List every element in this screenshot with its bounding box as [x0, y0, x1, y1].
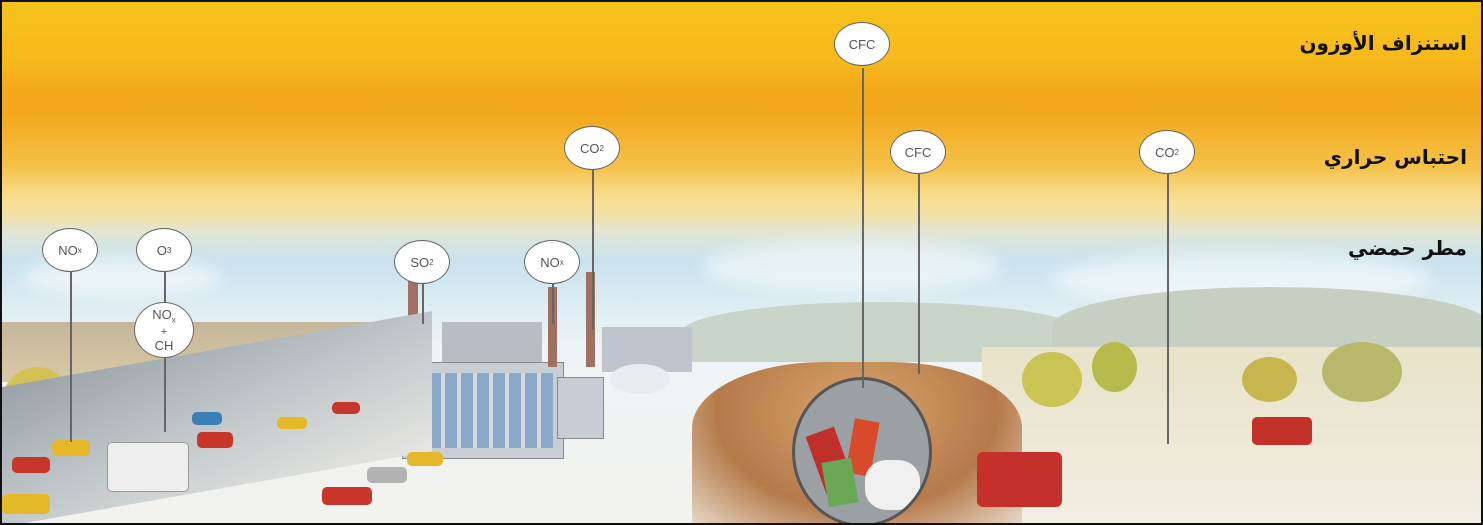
factory-annex [557, 377, 604, 439]
nox-bubble: NO x [42, 228, 98, 272]
red-van [977, 452, 1062, 507]
tree [1322, 342, 1402, 402]
cfc-bubble: CFC [834, 22, 890, 66]
sky-haze-lower [2, 167, 1481, 237]
smokestack [586, 272, 595, 367]
pointer-line [592, 170, 594, 330]
white-truck [107, 442, 189, 492]
car [367, 467, 407, 483]
pointer-line [1167, 174, 1169, 444]
pointer-line [164, 357, 166, 432]
car [2, 494, 50, 514]
car [322, 487, 372, 505]
acid-rain-label: مطر حمضي [1347, 236, 1467, 260]
tree [1242, 357, 1297, 402]
ozone-depletion-label: استنزاف الأوزون [1299, 31, 1467, 55]
car [52, 440, 90, 456]
smokestack [548, 287, 557, 367]
co2-bubble: CO 2 [1139, 130, 1195, 174]
car [407, 452, 443, 466]
tree [1022, 352, 1082, 407]
pointer-line [918, 174, 920, 374]
pointer-line [862, 68, 864, 388]
nox-factory-bubble: NO x [524, 240, 580, 284]
refinery-towers [442, 322, 542, 362]
landfill-magnifier [792, 377, 932, 523]
greenhouse-effect-label: احتباس حراري [1323, 145, 1467, 169]
car [192, 412, 222, 425]
car [12, 457, 50, 473]
tree [1092, 342, 1137, 392]
so2-bubble: SO 2 [394, 240, 450, 284]
car [197, 432, 233, 448]
co2-factory-bubble: CO 2 [564, 126, 620, 170]
factory-windows [413, 373, 553, 448]
red-truck [1252, 417, 1312, 445]
car [332, 402, 360, 414]
pointer-line [164, 264, 166, 304]
pointer-line [552, 284, 554, 324]
cfc-bubble: CFC [890, 130, 946, 174]
cloud [702, 242, 1002, 292]
storage-tank [610, 364, 670, 394]
foam-waste [865, 460, 920, 510]
pointer-line [422, 284, 424, 324]
pointer-line [70, 264, 72, 442]
nox-ch-bubble: NOx + CH [134, 302, 194, 358]
sky-haze-upper [2, 62, 1481, 122]
car [277, 417, 307, 429]
